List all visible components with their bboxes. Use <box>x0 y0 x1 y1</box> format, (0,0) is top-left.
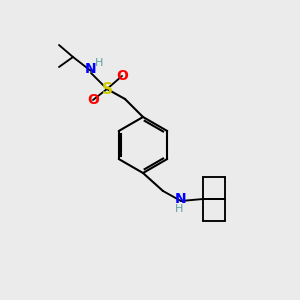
Text: N: N <box>175 192 187 206</box>
Text: O: O <box>87 93 99 107</box>
Text: O: O <box>116 69 128 83</box>
Text: H: H <box>95 58 103 68</box>
Text: S: S <box>101 82 112 97</box>
Text: H: H <box>175 204 183 214</box>
Text: N: N <box>85 62 97 76</box>
